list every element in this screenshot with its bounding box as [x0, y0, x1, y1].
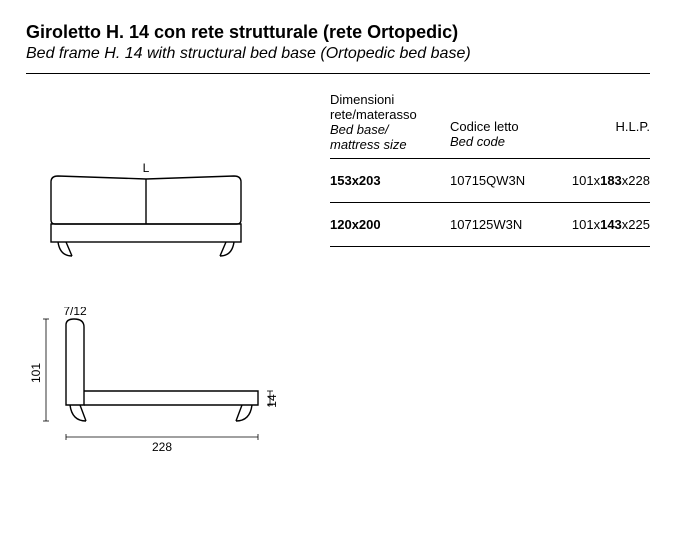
col-header-hlp: H.L.P.: [560, 92, 650, 152]
cell-hlp: 101x183x228: [560, 173, 650, 188]
cell-code: 107125W3N: [450, 217, 560, 232]
col3-line1: H.L.P.: [560, 119, 650, 134]
label-bottom: 228: [152, 440, 172, 454]
hlp-pre: 101x: [572, 217, 600, 232]
spec-table: Dimensioni rete/materasso Bed base/ matt…: [330, 92, 650, 247]
col2-sub1: Bed code: [450, 134, 560, 149]
cell-code: 10715QW3N: [450, 173, 560, 188]
hlp-b: 143: [600, 217, 622, 232]
col-header-size: Dimensioni rete/materasso Bed base/ matt…: [330, 92, 450, 152]
hlp-pre: 101x: [572, 173, 600, 188]
col1-sub1: Bed base/: [330, 122, 450, 137]
title-sub: Bed frame H. 14 with structural bed base…: [26, 45, 650, 63]
col1-line1: Dimensioni: [330, 92, 450, 107]
table-row: 153x203 10715QW3N 101x183x228: [330, 159, 650, 203]
label-right: 14: [265, 394, 279, 408]
table-header: Dimensioni rete/materasso Bed base/ matt…: [330, 92, 650, 159]
header-divider: [26, 73, 650, 74]
diagram-area: L: [26, 162, 316, 467]
cell-hlp: 101x143x225: [560, 217, 650, 232]
col2-line1: Codice letto: [450, 119, 560, 134]
cell-size: 153x203: [330, 173, 450, 188]
label-L: L: [143, 162, 150, 175]
label-top: 7/12: [63, 307, 87, 318]
col1-line2: rete/materasso: [330, 107, 450, 122]
title-main: Giroletto H. 14 con rete strutturale (re…: [26, 22, 650, 43]
side-view-diagram: 7/12 101 228 14: [26, 307, 286, 467]
col-header-code: Codice letto Bed code: [450, 92, 560, 152]
hlp-post: x228: [622, 173, 650, 188]
label-left: 101: [29, 363, 43, 383]
table-row: 120x200 107125W3N 101x143x225: [330, 203, 650, 247]
hlp-b: 183: [600, 173, 622, 188]
col1-sub2: mattress size: [330, 137, 450, 152]
cell-size: 120x200: [330, 217, 450, 232]
hlp-post: x225: [622, 217, 650, 232]
front-view-diagram: L: [26, 162, 256, 277]
